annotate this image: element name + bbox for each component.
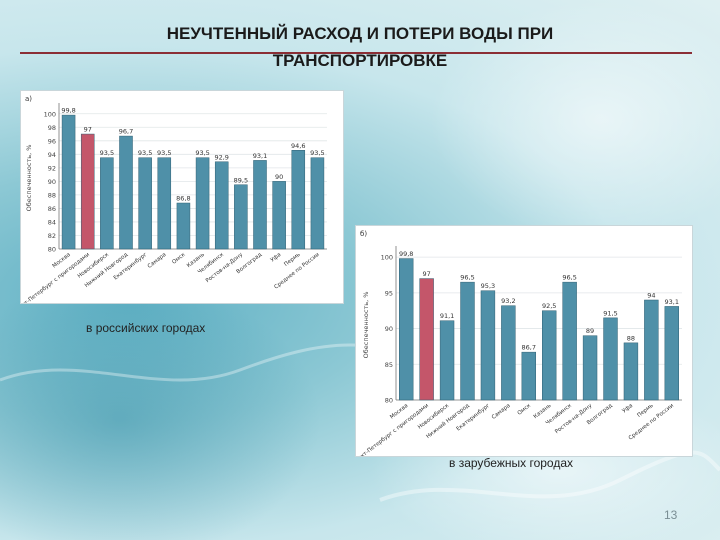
x-category-label: Омск [517,402,533,416]
bar [291,150,306,250]
bar [310,157,325,250]
slide-title: НЕУЧТЕННЫЙ РАСХОД И ПОТЕРИ ВОДЫ ПРИ ТРАН… [0,20,720,74]
bar-value-label: 94 [647,292,655,300]
bar-value-label: 91,5 [603,309,617,317]
bar-value-label: 95,3 [481,282,495,290]
caption-russian-cities: в российских городах [86,321,206,335]
bar [439,320,455,401]
x-category-label: Самара [491,403,512,421]
bar [138,157,152,250]
x-category-label: Самара [147,252,168,270]
x-category-label: Уфа [270,252,283,264]
bar [399,258,414,401]
bar-value-label: 92,9 [214,153,228,161]
bar-value-label: 99,8 [399,250,413,258]
bar [603,317,618,401]
x-category-label: Екатеринбург [113,252,149,282]
bar-value-label: 91,1 [440,312,454,320]
bar [501,305,516,401]
y-axis-label: Обеспеченность, % [25,145,33,212]
bar [460,281,475,401]
bar [582,335,598,401]
y-tick-label: 80 [385,397,393,405]
y-tick-label: 98 [48,124,56,132]
panel-label: б) [360,230,367,238]
bar-value-label: 89 [586,327,594,335]
panel-label: а) [25,95,32,103]
y-axis-label: Обеспеченность, % [362,292,370,359]
chart-panel-foreign: б) 80 85 90 95 100 Обеспеченность, % 99,8 Москва… [351,225,693,466]
y-tick-label: 100 [44,110,56,118]
y-tick-label: 80 [48,246,56,254]
bar-value-label: 86,7 [522,344,536,352]
bar [480,290,496,401]
bar-value-label: 93,1 [665,298,679,306]
x-category-label: Уфа [621,403,634,415]
y-tick-label: 94 [48,151,56,159]
bar-value-label: 94,6 [291,142,305,150]
bar-value-label: 93,5 [138,149,152,157]
x-category-label: Пермь [636,403,654,419]
y-tick-label: 90 [48,178,56,186]
bar-value-label: 93,2 [501,297,515,305]
bar-value-label: 93,1 [253,152,267,160]
bar [253,160,267,250]
chart-russian-cities: а) 80 82 84 86 88 90 92 94 96 98 100 Обеспеченность,… [12,95,327,315]
chart-panel-russian: а) 80 82 84 86 88 90 92 94 96 98 100 Обеспеченность,… [12,90,344,315]
x-category-label: Омск [171,251,187,265]
bar [562,281,577,401]
y-tick-label: 86 [48,205,56,213]
bar-value-label: 92,5 [542,302,556,310]
y-tick-label: 100 [381,254,393,262]
bar [234,184,248,250]
y-tick-label: 96 [48,137,56,145]
bar [664,306,679,401]
bar-value-label: 88 [627,334,635,342]
bar [157,157,172,250]
bar [214,161,229,250]
y-tick-label: 90 [385,325,393,333]
title-divider [20,52,692,54]
y-tick-label: 92 [48,164,56,172]
bar-value-label: 93,5 [195,149,209,157]
y-tick-label: 88 [48,191,56,199]
bar-value-label: 93,5 [310,149,324,157]
bar [272,181,286,250]
bar-value-label: 99,8 [61,107,75,115]
bar-value-label: 96,5 [460,274,474,282]
bar [644,299,659,401]
bar [61,114,76,250]
y-tick-label: 82 [48,232,56,240]
bar [176,202,191,250]
slide-title-line1: НЕУЧТЕННЫЙ РАСХОД И ПОТЕРИ ВОДЫ ПРИ [166,24,554,43]
bar [521,351,536,401]
page-number: 13 [664,508,678,522]
bar-value-label: 86,8 [176,195,190,203]
slide-title-line2: ТРАНСПОРТИРОВКЕ [272,51,448,70]
y-tick-label: 85 [385,361,393,369]
bar [80,133,95,250]
caption-foreign-cities: в зарубежных городах [449,456,573,470]
bar [419,278,434,401]
y-tick-label: 84 [48,218,56,226]
bar-value-label: 90 [275,173,283,181]
bar [623,342,639,401]
bar-value-label: 97 [423,270,431,278]
bar-value-label: 93,5 [100,149,114,157]
bar-value-label: 97 [84,126,92,134]
bar [195,157,210,250]
bar [542,310,557,401]
bar-value-label: 93,5 [157,149,171,157]
bar-value-label: 96,7 [119,128,133,136]
x-category-label: Ростов-на-Дону [554,402,594,435]
bar [100,157,114,250]
y-tick-label: 95 [385,289,393,297]
bar [119,135,133,250]
bar-value-label: 96,5 [562,274,576,282]
bar-value-label: 89,5 [234,176,248,184]
